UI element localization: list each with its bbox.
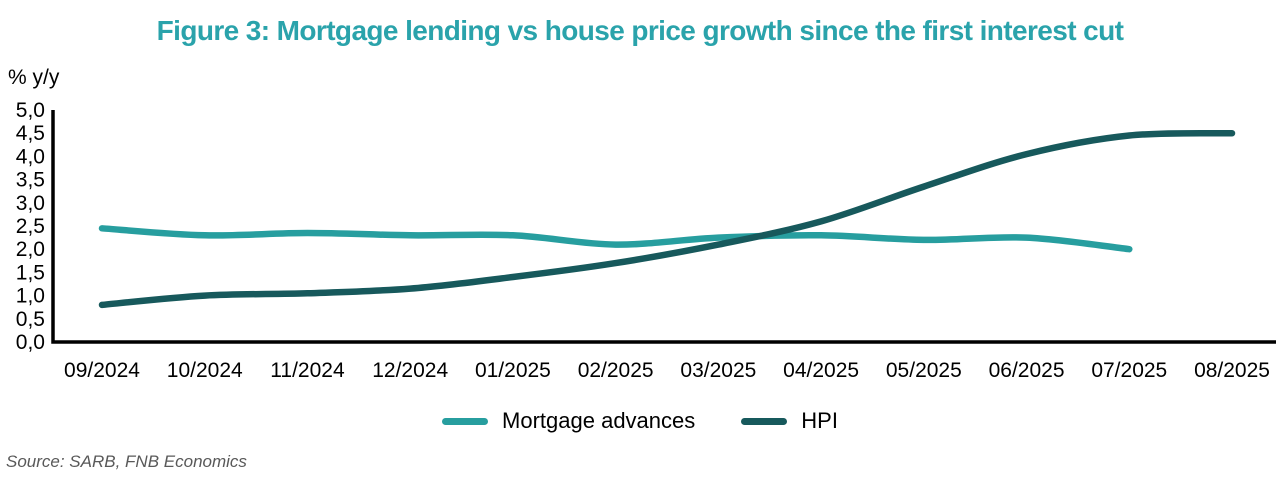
mortgage-advances-swatch-icon [442,417,489,425]
x-tick-label: 07/2025 [1091,359,1167,382]
y-tick-label: 0,0 [16,331,45,354]
y-tick-label: 2,5 [16,215,45,238]
x-tick-label: 01/2025 [475,359,551,382]
y-tick-label: 3,0 [16,192,45,215]
source-note: Source: SARB, FNB Economics [6,452,247,471]
chart-title: Figure 3: Mortgage lending vs house pric… [156,15,1124,46]
hpi-swatch-icon [741,417,788,425]
y-tick-label: 1,5 [16,261,45,284]
x-tick-label: 04/2025 [783,359,859,382]
x-tick-label: 12/2024 [372,359,448,382]
y-tick-label: 5,0 [16,99,45,122]
x-tick-label: 09/2024 [64,359,140,382]
x-tick-label: 11/2024 [270,359,345,382]
y-tick-label: 2,0 [16,238,45,261]
y-tick-label: 4,5 [16,122,45,145]
axis-lines [51,110,1276,344]
legend-label-mortgage-advances: Mortgage advances [502,408,696,433]
legend-label-hpi: HPI [801,408,838,433]
series-line-hpi [98,129,1236,309]
y-tick-label: 0,5 [16,308,45,331]
y-tick-label: 4,0 [16,145,45,168]
x-tick-label: 08/2025 [1194,359,1270,382]
x-tick-label: 03/2025 [680,359,756,382]
y-tick-label: 3,5 [16,169,45,192]
legend-item-mortgage-advances: Mortgage advances [442,408,695,434]
series-line-mortgage-advances [98,225,1133,253]
chart-legend: Mortgage advances HPI [0,406,1280,436]
y-tick-label: 1,0 [16,285,45,308]
x-tick-label: 06/2025 [989,359,1065,382]
x-tick-label: 10/2024 [167,359,243,382]
legend-item-hpi: HPI [741,408,838,434]
x-tick-label: 02/2025 [578,359,654,382]
x-tick-label: 05/2025 [886,359,962,382]
y-axis-unit-label: % y/y [8,66,60,89]
